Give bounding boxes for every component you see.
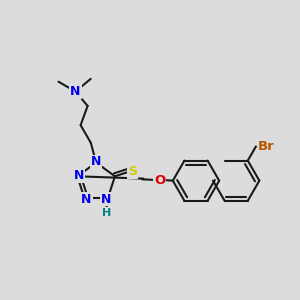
Text: Br: Br: [258, 140, 274, 153]
Text: N: N: [74, 169, 85, 182]
Text: N: N: [91, 155, 101, 168]
Text: N: N: [81, 193, 92, 206]
Text: O: O: [154, 173, 165, 187]
Text: N: N: [70, 85, 81, 98]
Text: H: H: [102, 208, 111, 218]
Text: S: S: [128, 165, 137, 178]
Text: N: N: [100, 193, 111, 206]
